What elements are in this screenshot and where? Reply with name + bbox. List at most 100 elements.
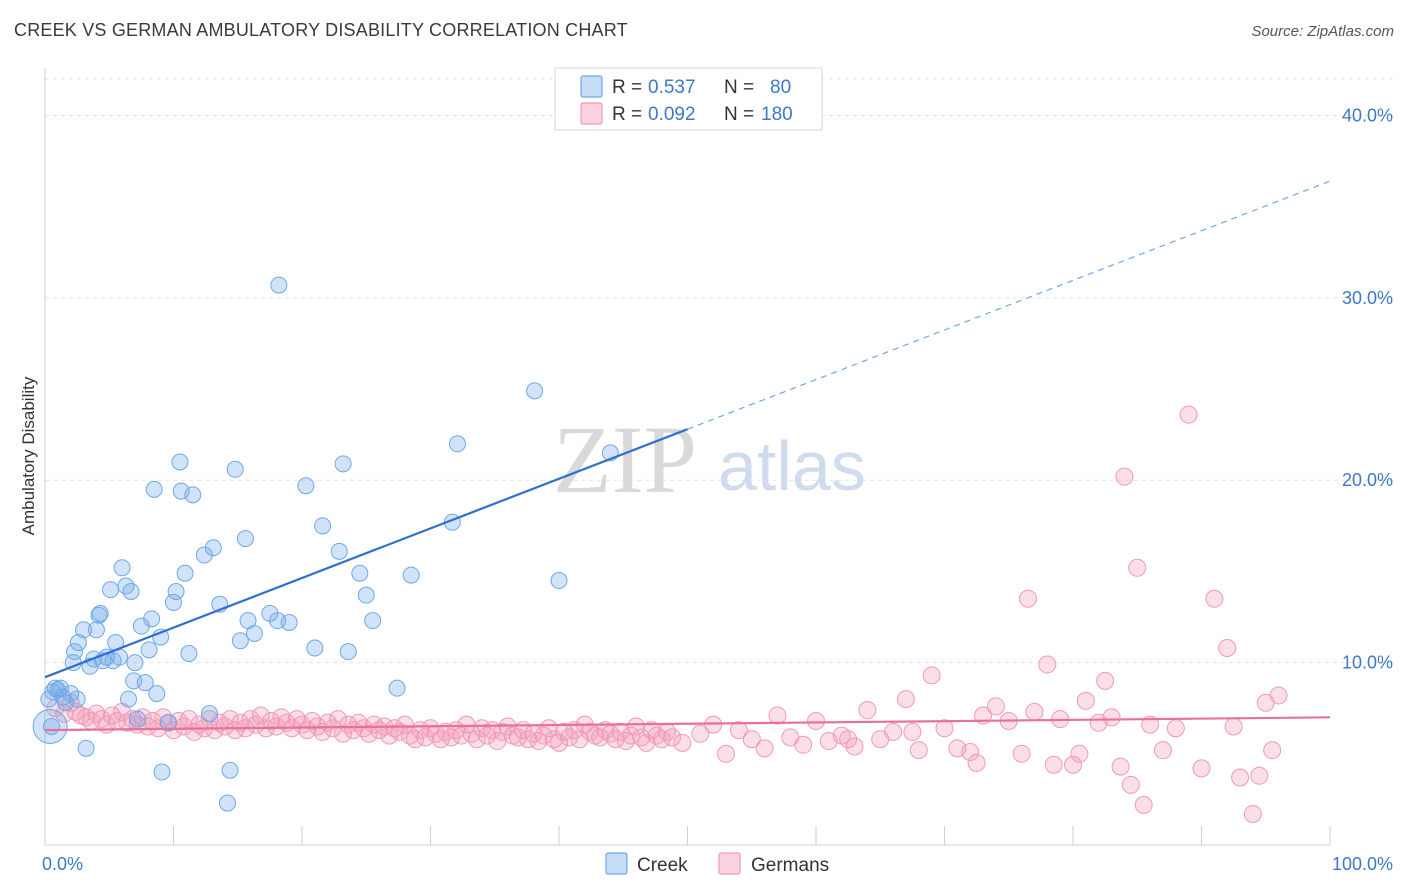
- germans-point-157: [1153, 741, 1172, 760]
- germans-point-60: [359, 724, 378, 743]
- germans-point-147: [1025, 702, 1044, 721]
- axes: [44, 68, 1331, 846]
- germans-point-167: [1111, 757, 1130, 776]
- germans-point-106: [596, 721, 615, 740]
- legend-box: R = 0.537 N = 80 R = 0.092 N = 180: [554, 67, 823, 131]
- legend-creek-r: 0.537: [648, 77, 696, 98]
- creek-point-49: [226, 460, 244, 478]
- germans-point-175: [1070, 744, 1089, 763]
- watermark-atlas: atlas: [718, 427, 866, 505]
- creek-point-67: [388, 679, 406, 697]
- y-tick-label-3: 40.0%: [1342, 105, 1393, 125]
- germans-point-42: [267, 717, 286, 736]
- grid-lines: [45, 78, 1395, 664]
- germans-point-83: [478, 726, 497, 745]
- germans-point-123: [717, 744, 736, 763]
- germans-point-96: [544, 730, 563, 749]
- creek-points: [32, 276, 619, 812]
- germans-point-48: [298, 721, 317, 740]
- germans-trend-line: [44, 716, 1331, 732]
- germans-point-173: [1263, 741, 1282, 760]
- germans-point-7: [87, 704, 106, 723]
- legend-germans-r-label: R =: [612, 104, 642, 125]
- germans-point-119: [663, 728, 682, 747]
- germans-point-41: [262, 711, 281, 730]
- source-label: Source: ZipAtlas.com: [1251, 23, 1394, 40]
- creek-point-cluster: [32, 708, 68, 744]
- creek-point-50: [231, 632, 249, 650]
- germans-point-72: [421, 719, 440, 738]
- germans-point-103: [580, 722, 599, 741]
- germans-point-170: [1019, 589, 1038, 608]
- bottom-legend: Creek Germans: [605, 852, 829, 876]
- chart-title: CREEK VS GERMAN AMBULATORY DISABILITY CO…: [14, 20, 628, 40]
- creek-point-68: [402, 566, 420, 584]
- germans-point-8: [92, 710, 111, 729]
- germans-point-101: [570, 730, 589, 749]
- creek-point-35: [159, 714, 177, 732]
- germans-point-139: [922, 666, 941, 685]
- germans-point-164: [1243, 804, 1262, 823]
- germans-point-174: [1044, 755, 1063, 774]
- germans-point-169: [1134, 795, 1153, 814]
- germans-point-122: [704, 715, 723, 734]
- creek-point-23: [120, 690, 138, 708]
- germans-point-156: [1141, 715, 1160, 734]
- germans-point-121: [691, 724, 710, 743]
- bottom-legend-creek-swatch: [605, 852, 628, 875]
- watermark-zip: ZIP: [553, 406, 697, 513]
- germans-point-140: [935, 719, 954, 738]
- creek-point-9: [77, 739, 95, 757]
- legend-germans-swatch: [580, 102, 603, 125]
- germans-point-130: [807, 711, 825, 730]
- germans-point-113: [632, 728, 651, 747]
- creek-point-26: [129, 710, 147, 728]
- y-tick-labels: 10.0% 20.0% 30.0% 40.0%: [1342, 105, 1393, 672]
- creek-point-47: [218, 794, 236, 812]
- creek-point-31: [145, 480, 163, 498]
- bottom-legend-creek-label: Creek: [637, 855, 688, 876]
- creek-point-53: [245, 624, 263, 642]
- creek-point-60: [314, 517, 332, 535]
- germans-point-126: [755, 739, 774, 758]
- creek-point-45: [204, 539, 222, 557]
- germans-point-93: [529, 732, 548, 751]
- creek-point-30: [143, 610, 161, 628]
- legend-creek-r-label: R =: [612, 77, 642, 98]
- creek-point-79: [68, 690, 86, 708]
- creek-point-78: [125, 672, 143, 690]
- creek-point-61: [330, 542, 348, 560]
- germans-point-151: [1076, 691, 1095, 710]
- germans-point-163: [1231, 768, 1250, 787]
- germans-point-115: [642, 721, 661, 740]
- germans-point-124: [729, 721, 748, 740]
- germans-point-79: [457, 715, 476, 734]
- germans-point-55: [334, 724, 353, 743]
- germans-point-154: [1115, 467, 1134, 486]
- creek-point-42: [184, 486, 202, 504]
- creek-trend-line: [44, 428, 688, 679]
- creek-point-66: [364, 612, 382, 630]
- creek-point-38: [171, 453, 189, 471]
- creek-point-51: [236, 530, 254, 548]
- germans-point-166: [1269, 686, 1288, 705]
- germans-point-81: [467, 730, 486, 749]
- creek-point-48: [221, 761, 239, 779]
- germans-point-136: [884, 722, 903, 741]
- x-tick-labels: 0.0% 100.0%: [42, 854, 1393, 874]
- germans-point-171: [1224, 717, 1243, 736]
- creek-point-63: [339, 643, 357, 661]
- x-tick-label-min: 0.0%: [42, 854, 83, 874]
- germans-point-176: [1096, 671, 1115, 690]
- creek-point-64: [351, 564, 369, 582]
- creek-point-58: [297, 477, 315, 495]
- creek-point-40: [176, 564, 194, 582]
- creek-point-62: [334, 455, 352, 473]
- creek-point-8: [75, 621, 93, 639]
- germans-point-179: [839, 730, 858, 749]
- creek-point-37: [167, 582, 185, 600]
- germans-point-71: [416, 728, 435, 747]
- y-tick-label-2: 30.0%: [1342, 288, 1393, 308]
- y-tick-label-1: 20.0%: [1342, 470, 1393, 490]
